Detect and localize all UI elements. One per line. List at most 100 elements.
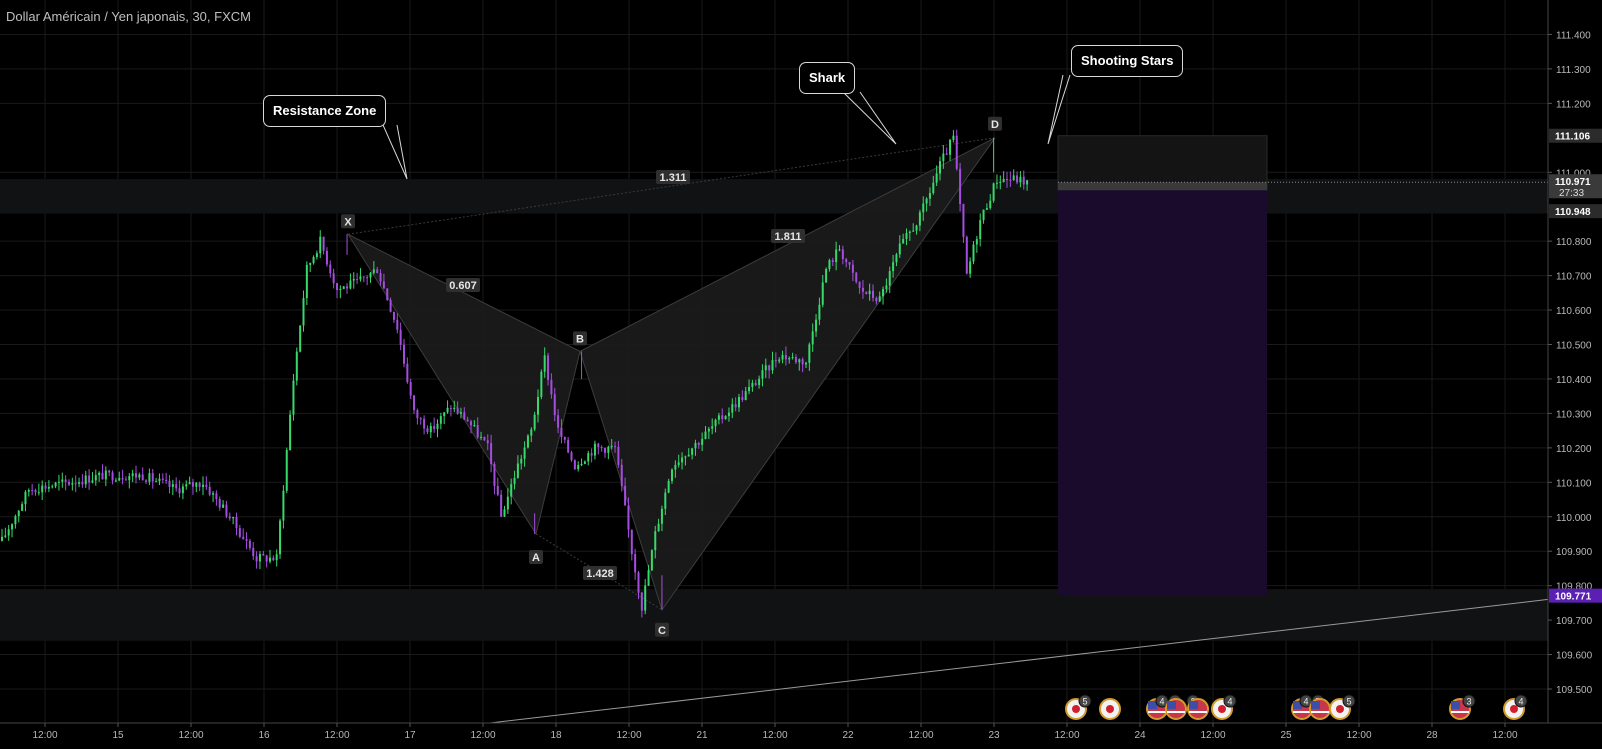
event-badge [1514, 694, 1528, 708]
candle-bear [617, 446, 620, 465]
candle-bear [332, 273, 335, 284]
price-tick-label: 109.700 [1556, 616, 1593, 627]
event-badge-count: 4 [1518, 697, 1523, 707]
resistance-zone-callout[interactable]: Resistance Zone [263, 95, 387, 127]
candle-bull [71, 483, 74, 485]
shooting-stars-callout-pointer [1047, 74, 1071, 145]
candle-bull [577, 465, 580, 470]
candle-bull [543, 355, 546, 372]
event-badge [1462, 694, 1476, 708]
shark-callout[interactable]: Shark [799, 62, 856, 94]
candle-bear [64, 479, 67, 482]
candle-bear [630, 529, 633, 555]
event-usd-5-canton [1311, 701, 1320, 709]
candle-bear [272, 557, 275, 561]
candle-bear [486, 440, 489, 444]
candle-bull [352, 278, 355, 281]
candle-bull [54, 482, 57, 487]
candle-bull [684, 456, 687, 458]
position-reward-zone[interactable] [1058, 190, 1267, 596]
candle-bull [339, 288, 342, 290]
candle-bull [11, 524, 14, 530]
price-label-target-bg [1549, 128, 1602, 143]
candle-bear [356, 278, 359, 280]
candle-bull [309, 262, 312, 265]
ratio-label-bd: 1.811 [775, 231, 802, 243]
price-axis[interactable]: 111.400 111.300 111.200 111.000 110.800 110.7… [1547, 0, 1602, 723]
event-badge-count: 4 [1303, 697, 1308, 707]
candle-bull [717, 415, 720, 420]
candle-bull [158, 478, 161, 482]
event-badge [1342, 694, 1356, 708]
candle-bear [872, 290, 874, 299]
candle-bear [848, 262, 851, 265]
candle-bull [533, 414, 536, 430]
trend-lines[interactable] [489, 598, 1549, 724]
candle-bear [31, 490, 34, 492]
candle-bear [754, 383, 757, 386]
candle-bear [255, 556, 258, 562]
candle-bear [252, 547, 255, 557]
candle-bear [801, 359, 804, 365]
shooting-stars-callout[interactable]: Shooting Stars [1071, 45, 1184, 77]
shark-callout-pointer [842, 91, 897, 145]
event-usd-1-canton [1148, 701, 1157, 709]
support-trend-line[interactable] [489, 598, 1549, 724]
candle-bull [835, 249, 838, 263]
candle-bull [7, 529, 10, 536]
candle-bull [24, 491, 27, 505]
price-tick-label: 110.400 [1556, 375, 1592, 386]
time-axis[interactable]: 12:00 15 12:00 16 12:00 17 12:00 18 12:00 21 12:00… [0, 722, 1602, 741]
candle-bull [526, 435, 529, 448]
price-label-stop: 109.771 [1555, 592, 1592, 603]
candle-bull [94, 475, 97, 481]
price-tick-label: 110.300 [1556, 409, 1592, 420]
candle-bull [148, 473, 151, 482]
price-tick-label: 109.600 [1556, 651, 1593, 662]
event-usd-3-canton [1189, 701, 1198, 709]
price-tick-label: 110.800 [1556, 237, 1592, 248]
position-risk-zone[interactable] [1057, 135, 1268, 191]
candle-bull [114, 480, 117, 482]
time-tick-label: 17 [404, 730, 416, 741]
candle-bear [382, 281, 385, 289]
event-jpy-4-dot [1336, 705, 1344, 713]
candle-bull [1026, 180, 1029, 185]
symbol-title: Dollar Américain / Yen japonais, 30, FXC… [6, 9, 251, 24]
candle-bull [98, 472, 101, 476]
candle-bull [118, 478, 121, 481]
short-position-tool[interactable] [1057, 135, 1548, 596]
candle-bull [731, 404, 734, 413]
candle-bull [128, 476, 131, 481]
candle-bear [336, 283, 338, 290]
candle-bear [322, 236, 325, 251]
resistance-callout-pointer [382, 124, 408, 180]
candle-bear [476, 425, 479, 438]
candle-bull [805, 362, 807, 365]
candle-bull [27, 490, 30, 492]
candle-bear [573, 460, 576, 470]
candle-bear [403, 344, 405, 364]
candle-bear [392, 311, 395, 320]
candle-bear [121, 478, 124, 480]
candle-bull [305, 264, 308, 299]
candle-bear [774, 360, 777, 362]
candle-bear [456, 407, 459, 414]
candle-bull [644, 585, 647, 611]
candle-bear [141, 474, 144, 481]
callout-pointers [382, 74, 1071, 180]
candle-bull [1002, 179, 1005, 183]
candle-bear [553, 394, 556, 416]
economic-events[interactable]: 54124475334 [1065, 694, 1528, 720]
candle-bull [359, 276, 362, 280]
candle-bull [188, 482, 191, 485]
candle-bull [664, 492, 667, 509]
candle-bull [748, 386, 751, 392]
candle-bear [228, 516, 231, 519]
price-label-target: 111.106 [1555, 132, 1590, 143]
event-badge [1223, 694, 1237, 708]
candle-bear [959, 168, 962, 205]
price-label-countdown: 27:33 [1559, 188, 1584, 199]
candle-bear [721, 415, 724, 420]
